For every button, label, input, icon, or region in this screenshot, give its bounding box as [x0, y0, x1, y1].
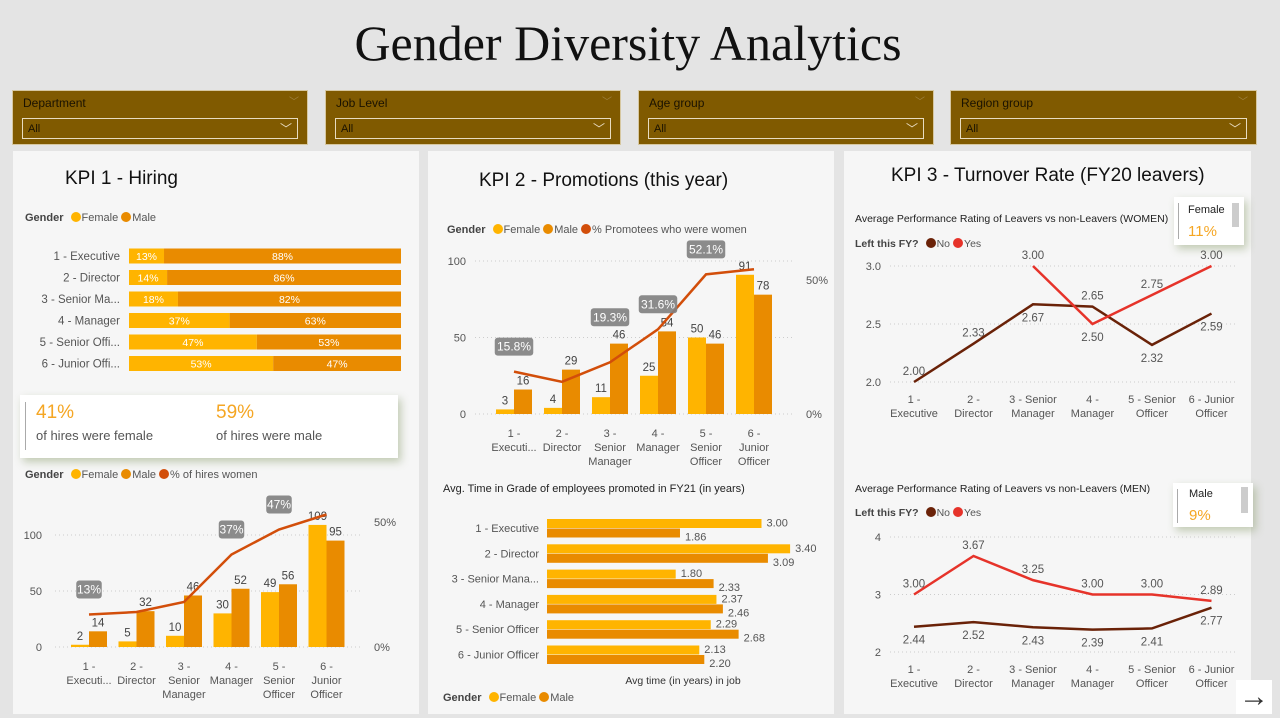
female-hires-label: of hires were female	[36, 428, 154, 443]
legend-title: Gender	[443, 692, 482, 704]
chevron-down-icon[interactable]: ﹀	[602, 97, 612, 108]
kpi3-title: KPI 3 - Turnover Rate (FY20 leavers)	[891, 165, 1205, 186]
chevron-down-icon: ﹀	[1228, 122, 1241, 136]
men-legend: Left this FY? No Yes	[855, 507, 981, 519]
slicer-region-group[interactable]: Region group ﹀ All ﹀	[950, 90, 1257, 145]
legend-item[interactable]: Yes	[964, 238, 982, 250]
report-title: Gender Diversity Analytics	[354, 15, 902, 71]
legend-title: Gender	[447, 224, 486, 236]
kpi1-legend-bottom: Gender Female Male % of hires women	[25, 469, 257, 481]
women-chart-title: Average Performance Rating of Leavers vs…	[855, 213, 1169, 225]
legend-dot-female	[492, 224, 503, 234]
scrollbar[interactable]	[1241, 487, 1248, 513]
age-group-dropdown[interactable]: All ﹀	[648, 118, 924, 139]
men-chart-title: Average Performance Rating of Leavers vs…	[855, 483, 1151, 495]
women-legend: Left this FY? No Yes	[855, 238, 981, 250]
legend-item[interactable]: No	[936, 507, 951, 519]
chevron-down-icon[interactable]: ﹀	[289, 97, 299, 108]
slicer-label: Department	[23, 96, 86, 110]
region-group-dropdown[interactable]: All ﹀	[960, 118, 1247, 139]
card-divider	[1178, 203, 1179, 239]
kpi2-title: KPI 2 - Promotions (this year)	[479, 170, 729, 191]
chevron-down-icon: ﹀	[279, 122, 292, 136]
female-turnover-card: Female 11%	[1174, 197, 1244, 245]
legend-item[interactable]: Female	[81, 212, 119, 224]
dropdown-value: All	[654, 123, 667, 135]
legend-item[interactable]: Male	[550, 692, 575, 704]
slicer-label: Job Level	[336, 96, 388, 110]
male-turnover-card: Male 9%	[1173, 483, 1253, 527]
scrollbar[interactable]	[1232, 203, 1239, 227]
legend-item[interactable]: Female	[81, 469, 119, 481]
legend-item[interactable]: % Promotees who were women	[592, 224, 747, 236]
slicer-job-level[interactable]: Job Level ﹀ All ﹀	[325, 90, 621, 145]
chevron-down-icon: ﹀	[592, 122, 605, 136]
legend-item[interactable]: No	[936, 238, 951, 250]
slicer-department[interactable]: Department ﹀ All ﹀	[12, 90, 308, 145]
legend-dot-male	[121, 469, 132, 479]
legend-dot-male	[543, 224, 554, 234]
slicer-label: Age group	[649, 96, 705, 110]
legend-item[interactable]: Male	[132, 469, 157, 481]
legend-dot-pct	[581, 224, 592, 234]
legend-item[interactable]: Yes	[964, 507, 982, 519]
legend-item[interactable]: Female	[503, 224, 541, 236]
legend-item[interactable]: Female	[499, 692, 537, 704]
job-level-dropdown[interactable]: All ﹀	[335, 118, 611, 139]
kpi1-legend-top: Gender Female Male	[25, 212, 156, 224]
time-in-grade-title: Avg. Time in Grade of employees promoted…	[443, 483, 745, 495]
next-page-button[interactable]: →	[1236, 680, 1272, 714]
legend-dot-no	[925, 238, 936, 248]
arrow-right-icon: →	[1239, 680, 1269, 713]
chevron-down-icon: ﹀	[905, 122, 918, 136]
legend-title: Left this FY?	[855, 507, 919, 519]
legend-dot-male	[539, 692, 550, 702]
legend-title: Gender	[25, 212, 64, 224]
legend-dot-male	[121, 212, 132, 222]
female-turnover-value: 11%	[1188, 223, 1217, 240]
legend-title: Left this FY?	[855, 238, 919, 250]
department-dropdown[interactable]: All ﹀	[22, 118, 298, 139]
legend-item[interactable]: Male	[554, 224, 579, 236]
legend-dot-yes	[953, 238, 964, 248]
legend-dot-pct	[159, 469, 170, 479]
legend-dot-yes	[953, 507, 964, 517]
kpi2-legend-top: Gender Female Male % Promotees who were wom…	[447, 224, 747, 236]
dropdown-value: All	[966, 123, 979, 135]
male-hires-label: of hires were male	[216, 428, 323, 443]
legend-dot-female	[70, 212, 81, 222]
card-divider	[25, 402, 26, 450]
male-turnover-value: 9%	[1189, 507, 1211, 524]
legend-item[interactable]: Male	[132, 212, 157, 224]
slicer-label: Region group	[961, 96, 1034, 110]
legend-dot-no	[925, 507, 936, 517]
chevron-down-icon[interactable]: ﹀	[1238, 97, 1248, 108]
dropdown-value: All	[341, 123, 354, 135]
female-hires-value: 41%	[36, 402, 75, 423]
legend-item[interactable]: % of hires women	[170, 469, 258, 481]
hires-summary-card: 41% of hires were female 59% of hires we…	[20, 395, 398, 458]
legend-title: Gender	[25, 469, 64, 481]
male-turnover-label: Male	[1189, 488, 1213, 500]
male-hires-value: 59%	[216, 402, 255, 423]
kpi2-panel	[428, 151, 834, 714]
female-turnover-label: Female	[1188, 204, 1225, 216]
kpi1-title: KPI 1 - Hiring	[65, 168, 178, 189]
legend-dot-female	[70, 469, 81, 479]
dropdown-value: All	[28, 123, 41, 135]
kpi2-legend-bottom: Gender Female Male	[443, 692, 574, 704]
card-divider	[1177, 489, 1178, 523]
chevron-down-icon[interactable]: ﹀	[915, 97, 925, 108]
slicer-age-group[interactable]: Age group ﹀ All ﹀	[638, 90, 934, 145]
legend-dot-female	[488, 692, 499, 702]
